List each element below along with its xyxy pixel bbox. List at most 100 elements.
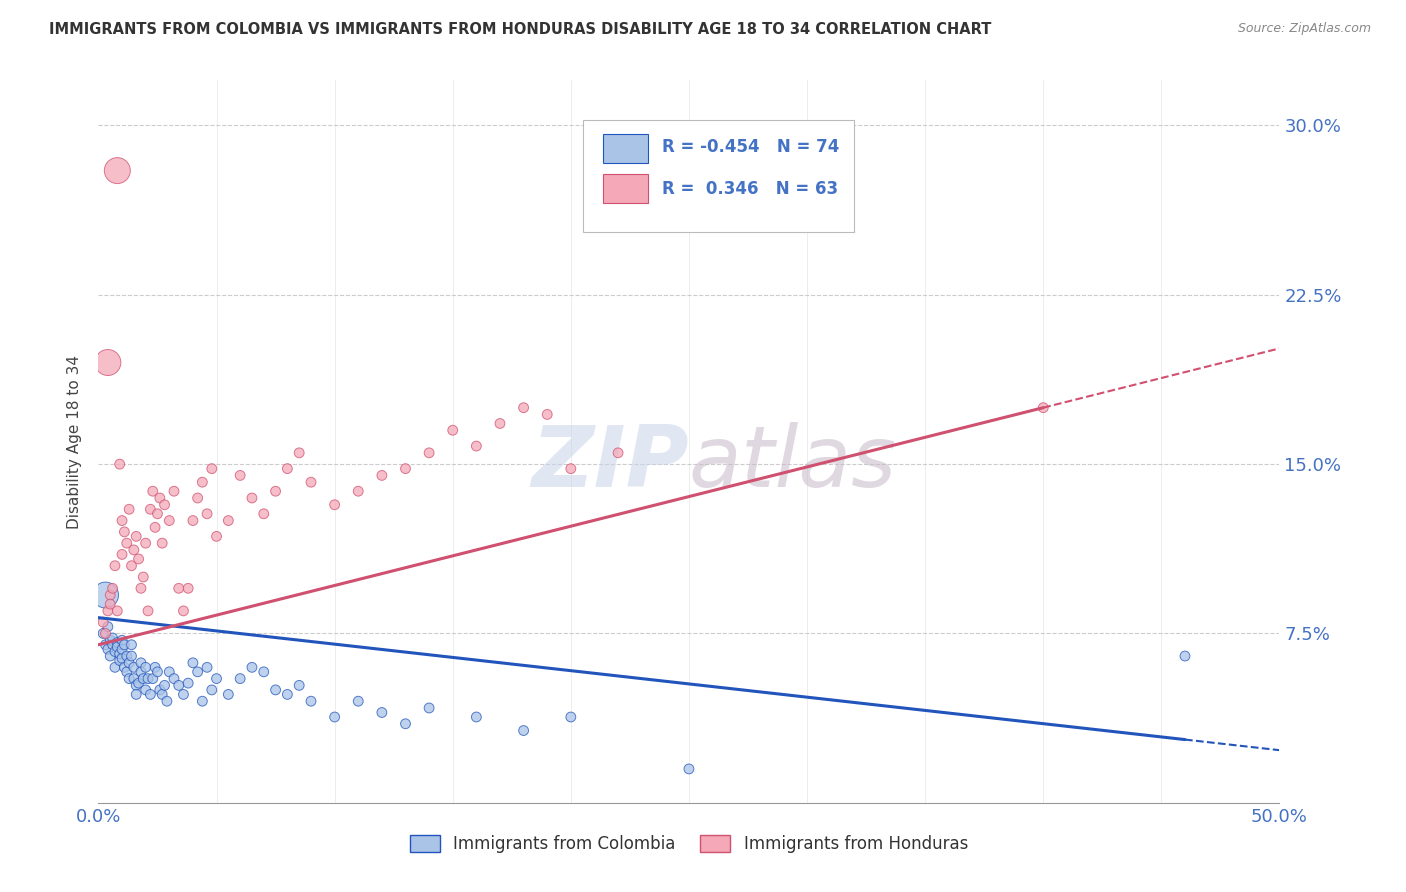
Point xyxy=(111,633,134,648)
Point xyxy=(121,648,143,663)
Point xyxy=(276,461,298,475)
Point xyxy=(1032,401,1054,415)
Point xyxy=(607,446,630,460)
Point xyxy=(104,644,127,658)
Point xyxy=(97,604,120,618)
Point xyxy=(142,484,165,499)
Point xyxy=(489,417,512,431)
Point xyxy=(177,582,200,596)
Point xyxy=(187,491,209,505)
Point xyxy=(240,491,263,505)
Legend: Immigrants from Colombia, Immigrants from Honduras: Immigrants from Colombia, Immigrants fro… xyxy=(404,828,974,860)
Point xyxy=(560,710,582,724)
Point xyxy=(371,706,394,720)
Point xyxy=(118,656,141,670)
Point xyxy=(136,604,159,618)
Point xyxy=(135,536,157,550)
Point xyxy=(181,514,204,528)
Point xyxy=(201,682,224,697)
Point xyxy=(191,694,214,708)
Point xyxy=(347,484,370,499)
Point xyxy=(94,626,117,640)
Point xyxy=(181,656,204,670)
Point xyxy=(172,604,194,618)
Point xyxy=(201,461,224,475)
Point xyxy=(91,626,114,640)
Point xyxy=(143,520,166,534)
Point xyxy=(264,484,287,499)
Point xyxy=(347,694,370,708)
Point xyxy=(125,687,148,701)
Point xyxy=(122,660,145,674)
Point xyxy=(104,660,127,674)
Point xyxy=(418,701,440,715)
Point xyxy=(91,615,114,630)
Point xyxy=(135,682,157,697)
Text: R = -0.454   N = 74: R = -0.454 N = 74 xyxy=(662,138,839,156)
Text: Source: ZipAtlas.com: Source: ZipAtlas.com xyxy=(1237,22,1371,36)
Point xyxy=(394,461,416,475)
FancyBboxPatch shape xyxy=(603,174,648,203)
Point xyxy=(98,633,121,648)
Point xyxy=(153,498,176,512)
Text: ZIP: ZIP xyxy=(531,422,689,505)
Point xyxy=(132,672,155,686)
Point xyxy=(118,502,141,516)
Point xyxy=(253,665,276,679)
Point xyxy=(101,582,124,596)
Point xyxy=(105,604,128,618)
Point xyxy=(240,660,263,674)
Point xyxy=(139,502,162,516)
Point xyxy=(136,672,159,686)
Point xyxy=(94,638,117,652)
Point xyxy=(146,665,169,679)
Point xyxy=(512,401,534,415)
Point xyxy=(128,552,150,566)
Point xyxy=(163,484,186,499)
Point xyxy=(98,588,121,602)
Point xyxy=(156,694,179,708)
Point xyxy=(108,654,131,668)
Point xyxy=(253,507,276,521)
Point xyxy=(115,665,138,679)
Point xyxy=(465,710,488,724)
Point xyxy=(150,687,173,701)
Point xyxy=(108,647,131,661)
Point xyxy=(150,536,173,550)
Point xyxy=(191,475,214,490)
Point xyxy=(187,665,209,679)
Point xyxy=(115,648,138,663)
Point xyxy=(418,446,440,460)
Point xyxy=(205,672,228,686)
Point xyxy=(288,678,311,692)
Point xyxy=(112,660,135,674)
Point xyxy=(536,408,558,422)
Point xyxy=(229,468,252,483)
Point xyxy=(1174,648,1197,663)
Point xyxy=(299,694,322,708)
Point xyxy=(129,582,152,596)
Y-axis label: Disability Age 18 to 34: Disability Age 18 to 34 xyxy=(67,354,83,529)
Point xyxy=(115,536,138,550)
Point xyxy=(276,687,298,701)
Point xyxy=(167,678,190,692)
Point xyxy=(678,762,700,776)
Point xyxy=(142,672,165,686)
Point xyxy=(153,678,176,692)
Point xyxy=(172,687,194,701)
Point xyxy=(288,446,311,460)
Point xyxy=(105,640,128,654)
Point xyxy=(205,529,228,543)
Point xyxy=(97,620,120,634)
Point xyxy=(129,656,152,670)
Point xyxy=(195,660,218,674)
Point xyxy=(323,498,346,512)
Point xyxy=(512,723,534,738)
Point xyxy=(112,524,135,539)
Point xyxy=(217,687,239,701)
Point xyxy=(132,570,155,584)
Point xyxy=(94,588,117,602)
Point xyxy=(157,665,180,679)
Point xyxy=(394,716,416,731)
Point xyxy=(149,682,172,697)
